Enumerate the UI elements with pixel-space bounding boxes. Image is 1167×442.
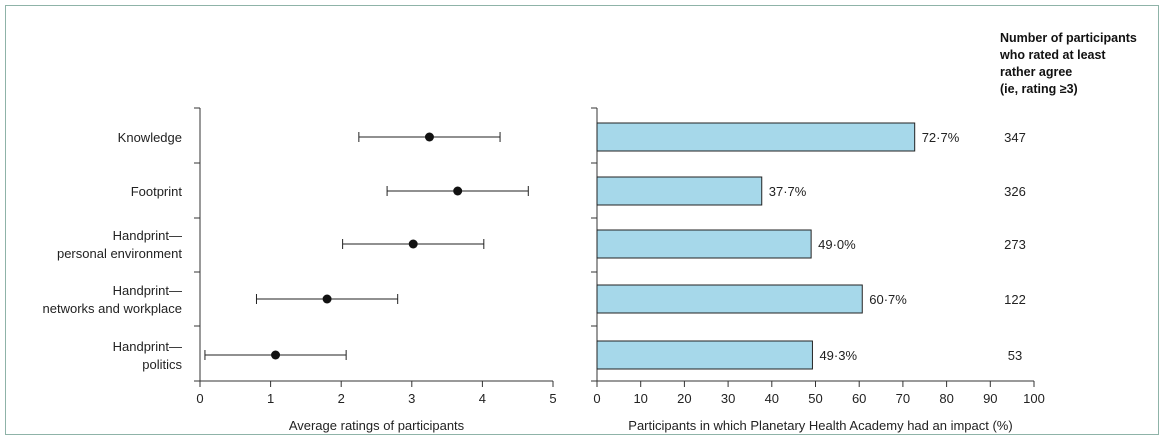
impact-bar [596,176,763,206]
impact-value-label: 37·7% [769,184,807,199]
ratings-x-tick-label: 4 [479,391,486,406]
ratings-x-tick-label: 0 [196,391,203,406]
count-value: 273 [1004,237,1026,252]
ratings-x-tick-label: 3 [408,391,415,406]
ratings-x-tick-label: 5 [549,391,556,406]
count-column: Number of participants who rated at least… [999,31,1137,363]
impact-x-tick-label: 10 [633,391,647,406]
impact-bar [596,340,813,370]
impact-x-axis-label: Participants in which Planetary Health A… [628,418,1012,433]
mean-point [271,350,281,360]
category-label: Footprint [131,184,183,199]
ratings-x-tick-label: 2 [338,391,345,406]
category-label: Handprint— personal environment [57,228,182,261]
ratings-x-tick-label: 1 [267,391,274,406]
count-column-header: Number of participants [1000,31,1137,45]
count-value: 347 [1004,130,1026,145]
category-label: Knowledge [118,130,182,145]
impact-x-tick-label: 0 [593,391,600,406]
ratings-panel: 0 1 2 3 4 5 Average ratings of participants Kno… [43,107,557,433]
figure-frame [5,5,1159,435]
count-column-header: rather agree [1000,65,1072,79]
count-column-header: who rated at least [999,48,1106,62]
impact-value-label: 60·7% [869,292,907,307]
impact-x-tick-label: 40 [765,391,779,406]
mean-point [322,294,332,304]
impact-bar [596,229,812,259]
impact-x-tick-label: 50 [808,391,822,406]
count-value: 326 [1004,184,1026,199]
category-label: Handprint— networks and workplace [43,283,182,316]
impact-value-label: 49·3% [819,348,857,363]
category-label: Handprint— politics [113,339,183,372]
impact-x-tick-label: 90 [983,391,997,406]
count-value: 122 [1004,292,1026,307]
impact-bar-panel: 0 10 20 30 40 50 60 70 80 90 100 Participants in wh… [591,107,1045,433]
count-value: 53 [1008,348,1022,363]
impact-x-tick-label: 80 [939,391,953,406]
impact-x-tick-label: 70 [896,391,910,406]
impact-x-tick-label: 100 [1023,391,1045,406]
impact-value-label: 72·7% [922,130,960,145]
mean-point [424,132,434,142]
ratings-x-axis-label: Average ratings of participants [289,418,465,433]
mean-point [453,186,463,196]
impact-value-label: 49·0% [818,237,856,252]
impact-x-tick-label: 30 [721,391,735,406]
impact-x-tick-label: 20 [677,391,691,406]
mean-point [408,239,418,249]
impact-bar [596,284,863,314]
count-column-header: (ie, rating ≥3) [1000,82,1078,96]
impact-bar [596,122,916,152]
impact-x-tick-label: 60 [852,391,866,406]
